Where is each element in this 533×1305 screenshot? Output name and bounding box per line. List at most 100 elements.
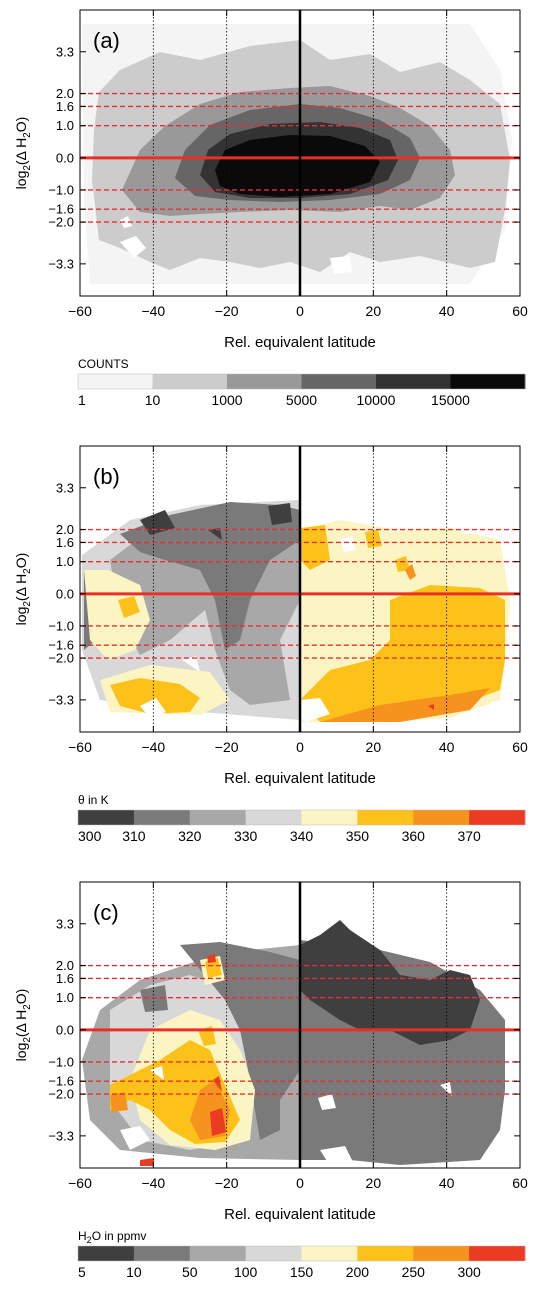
theta-360-region-east: [320, 564, 490, 722]
panel-a-colorbar-title: COUNTS: [78, 357, 129, 371]
theta-310-region: [84, 502, 300, 650]
theta-370-dot: [428, 704, 434, 710]
x-tick-label: −40: [141, 739, 165, 755]
x-tick-label: −20: [215, 1175, 239, 1191]
theta-white-east: [300, 515, 482, 722]
y-tick-label: 0.0: [56, 586, 74, 601]
colorbar-tick-label: 300: [78, 828, 102, 844]
h2o-250-region: [110, 1080, 230, 1140]
y-tick-label: −2.0: [48, 215, 74, 230]
colorbar-swatch: [78, 810, 135, 825]
panel-c-colorbar-title: H2O in ppmv: [78, 1229, 146, 1245]
x-tick-label: 20: [366, 303, 382, 319]
colorbar-tick-label: 310: [122, 828, 146, 844]
colorbar-swatch: [133, 1246, 191, 1261]
x-tick-label: −20: [215, 303, 239, 319]
colorbar-border: [77, 1245, 526, 1262]
panel-b-colorbar: 300 310 320 330 340 350 360 370: [77, 809, 526, 844]
colorbar-swatch: [469, 810, 526, 825]
y-tick-label: 0.0: [56, 150, 74, 165]
colorbar-swatch: [301, 1246, 358, 1261]
y-tick-label: −1.0: [48, 618, 74, 633]
y-tick-label: 2.0: [56, 522, 74, 537]
panel-c-ticks: −60 −40 −20 0 20 40 603.32.01.61.00.0−1.0−1.6−…: [48, 882, 528, 1191]
panel-a-ylabel: log2(Δ H2O): [13, 117, 33, 190]
y-tick-label: −1.0: [48, 1054, 74, 1069]
y-tick-label: 1.0: [56, 554, 74, 569]
colorbar-swatch: [227, 374, 302, 389]
colorbar-tick-label: 10: [126, 1264, 142, 1280]
y-tick-label: −3.3: [48, 692, 74, 707]
colorbar-tick-label: 350: [346, 828, 370, 844]
y-tick-label: 3.3: [56, 916, 74, 931]
x-tick-label: 20: [366, 1175, 382, 1191]
colorbar-tick-label: 370: [457, 828, 481, 844]
y-tick-label: −2.0: [48, 1087, 74, 1102]
colorbar-swatch: [413, 810, 470, 825]
y-tick-label: −1.6: [48, 638, 74, 653]
panel-a-xlabel: Rel. equivalent latitude: [224, 334, 376, 351]
y-tick-label: 1.6: [56, 535, 74, 550]
panel-c-reference-lines: [80, 882, 520, 1168]
colorbar-swatch: [301, 810, 358, 825]
colorbar-swatch: [450, 374, 526, 389]
x-tick-label: 60: [512, 1175, 528, 1191]
x-tick-label: 40: [439, 1175, 455, 1191]
x-tick-label: 40: [439, 739, 455, 755]
colorbar-tick-label: 320: [178, 828, 202, 844]
colorbar-tick-label: 360: [402, 828, 426, 844]
y-tick-label: 3.3: [56, 44, 74, 59]
colorbar-tick-label: 1: [78, 392, 86, 408]
x-tick-label: −60: [68, 739, 92, 755]
colorbar-tick-label: 150: [290, 1264, 314, 1280]
y-tick-label: 3.3: [56, 480, 74, 495]
colorbar-swatch: [189, 1246, 247, 1261]
h2o-10-region-west: [140, 942, 300, 1140]
h2o-white-east: [318, 1082, 452, 1166]
x-tick-label: 0: [296, 1175, 304, 1191]
colorbar-swatch: [245, 1246, 302, 1261]
colorbar-swatch: [413, 1246, 470, 1261]
y-tick-label: −2.0: [48, 651, 74, 666]
theta-350-region-east: [300, 525, 505, 722]
theta-350-region-west: [110, 596, 200, 714]
x-tick-label: 60: [512, 739, 528, 755]
colorbar-swatch: [357, 1246, 414, 1261]
colorbar-swatch: [78, 374, 153, 389]
x-tick-label: 0: [296, 303, 304, 319]
colorbar-swatch: [152, 374, 228, 389]
colorbar-tick-label: 10: [145, 392, 161, 408]
colorbar-swatch: [245, 810, 302, 825]
y-tick-label: 2.0: [56, 958, 74, 973]
panel-c-label: (c): [93, 900, 119, 925]
colorbar-tick-label: 50: [182, 1264, 198, 1280]
theta-white-west: [140, 656, 200, 718]
panel-b-ticks: −60 −40 −20 0 20 40 603.32.01.61.00.0−1.0−1.6−…: [48, 446, 528, 755]
x-tick-label: 20: [366, 739, 382, 755]
panel-c: −60 −40 −20 0 20 40 603.32.01.61.00.0−1.0−1.6−…: [13, 881, 528, 1280]
y-tick-label: −1.6: [48, 1074, 74, 1089]
colorbar-tick-label: 300: [457, 1264, 481, 1280]
colorbar-swatch: [78, 1246, 135, 1261]
panel-b-contours: [82, 500, 510, 722]
panel-c-ylabel: log2(Δ H2O): [13, 989, 33, 1062]
panel-b-reference-lines: [80, 446, 520, 732]
colorbar-tick-label: 200: [346, 1264, 370, 1280]
y-tick-label: −3.3: [48, 1128, 74, 1143]
panel-a-reference-lines: [80, 10, 520, 296]
colorbar-swatch: [376, 374, 451, 389]
colorbar-border: [77, 373, 526, 390]
panel-b-label: (b): [93, 464, 120, 489]
panel-c-contours: [82, 920, 505, 1166]
y-tick-label: 1.6: [56, 971, 74, 986]
y-tick-label: −3.3: [48, 256, 74, 271]
y-tick-label: 1.6: [56, 99, 74, 114]
x-tick-label: 0: [296, 739, 304, 755]
panel-a-colorbar: 1 10 1000 5000 10000 15000: [77, 373, 526, 408]
h2o-5-region: [300, 920, 480, 1045]
panel-a-ticks: −60 −40 −20 0 20 40 603.32.01.61.00.0−1.0−1.6−…: [48, 10, 528, 319]
colorbar-tick-label: 5: [78, 1264, 86, 1280]
x-tick-label: −60: [68, 1175, 92, 1191]
y-tick-label: 1.0: [56, 118, 74, 133]
